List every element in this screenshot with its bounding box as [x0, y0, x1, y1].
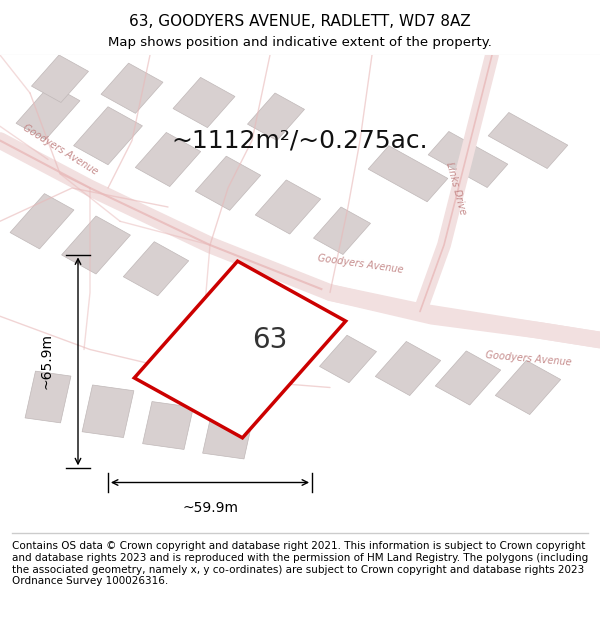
- Polygon shape: [16, 84, 80, 139]
- Polygon shape: [488, 112, 568, 169]
- Text: Goodyers Avenue: Goodyers Avenue: [485, 350, 571, 368]
- Polygon shape: [203, 411, 253, 459]
- Polygon shape: [319, 335, 377, 382]
- Polygon shape: [196, 156, 260, 210]
- Text: 63, GOODYERS AVENUE, RADLETT, WD7 8AZ: 63, GOODYERS AVENUE, RADLETT, WD7 8AZ: [129, 14, 471, 29]
- Text: ~65.9m: ~65.9m: [40, 333, 54, 389]
- Polygon shape: [143, 402, 193, 449]
- Text: 63: 63: [253, 326, 287, 354]
- Text: Links Drive: Links Drive: [444, 161, 468, 216]
- Text: ~1112m²/~0.275ac.: ~1112m²/~0.275ac.: [172, 129, 428, 152]
- Text: Contains OS data © Crown copyright and database right 2021. This information is : Contains OS data © Crown copyright and d…: [12, 541, 588, 586]
- Polygon shape: [134, 261, 346, 438]
- Polygon shape: [368, 146, 448, 202]
- Polygon shape: [173, 78, 235, 128]
- Polygon shape: [82, 385, 134, 438]
- Polygon shape: [496, 361, 560, 414]
- Text: Goodyers Avenue: Goodyers Avenue: [21, 123, 99, 177]
- Text: Map shows position and indicative extent of the property.: Map shows position and indicative extent…: [108, 36, 492, 49]
- Polygon shape: [10, 194, 74, 249]
- Polygon shape: [436, 351, 500, 405]
- Polygon shape: [101, 63, 163, 113]
- Polygon shape: [313, 207, 371, 254]
- Polygon shape: [25, 371, 71, 423]
- Polygon shape: [31, 55, 89, 102]
- Polygon shape: [62, 216, 130, 274]
- Text: ~59.9m: ~59.9m: [182, 501, 238, 516]
- Polygon shape: [428, 131, 508, 188]
- Polygon shape: [247, 93, 305, 141]
- Polygon shape: [124, 242, 188, 296]
- Polygon shape: [376, 341, 440, 396]
- Polygon shape: [136, 132, 200, 186]
- Polygon shape: [74, 107, 142, 165]
- Text: Goodyers Avenue: Goodyers Avenue: [317, 253, 403, 275]
- Polygon shape: [256, 180, 320, 234]
